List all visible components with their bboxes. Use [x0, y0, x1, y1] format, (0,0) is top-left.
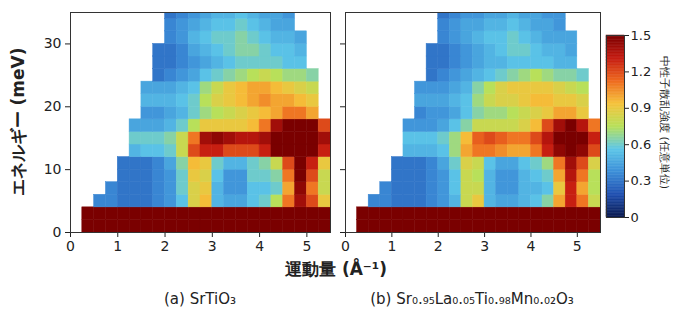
- svg-text:2: 2: [161, 238, 170, 254]
- html-text:運動量 (Å⁻¹): 運動量 (Å⁻¹): [285, 259, 387, 279]
- svg-text:10: 10: [44, 161, 62, 177]
- svg-text:0: 0: [631, 210, 639, 225]
- html-text:(b) Sr₀.₉₅La₀.₀₅Ti₀.₉₈Mn₀.₀₂O₃: (b) Sr₀.₉₅La₀.₀₅Ti₀.₉₈Mn₀.₀₂O₃: [370, 290, 574, 308]
- svg-text:4: 4: [255, 238, 264, 254]
- svg-text:0: 0: [66, 238, 75, 254]
- svg-text:0: 0: [53, 224, 62, 240]
- html-text:(a) SrTiO₃: (a) SrTiO₃: [164, 290, 236, 308]
- svg-text:1: 1: [113, 238, 122, 254]
- svg-text:5: 5: [302, 238, 311, 254]
- svg-text:1.5: 1.5: [631, 28, 652, 43]
- svg-text:0.9: 0.9: [631, 100, 652, 115]
- svg-text:30: 30: [44, 35, 62, 51]
- svg-text:5: 5: [573, 238, 582, 254]
- svg-text:1: 1: [387, 238, 396, 254]
- svg-text:3: 3: [480, 238, 489, 254]
- svg-text:0.3: 0.3: [631, 173, 652, 188]
- svg-text:2: 2: [434, 238, 443, 254]
- svg-text:20: 20: [44, 98, 62, 114]
- svg-text:3: 3: [208, 238, 217, 254]
- svg-text:0: 0: [341, 238, 350, 254]
- svg-text:0.6: 0.6: [631, 137, 652, 152]
- svg-text:1.2: 1.2: [631, 64, 652, 79]
- html-text:エネルギー (meV): エネルギー (meV): [7, 47, 28, 197]
- html-text:中性子散乱強度 (任意単位): 中性子散乱強度 (任意単位): [658, 56, 671, 190]
- svg-text:4: 4: [526, 238, 535, 254]
